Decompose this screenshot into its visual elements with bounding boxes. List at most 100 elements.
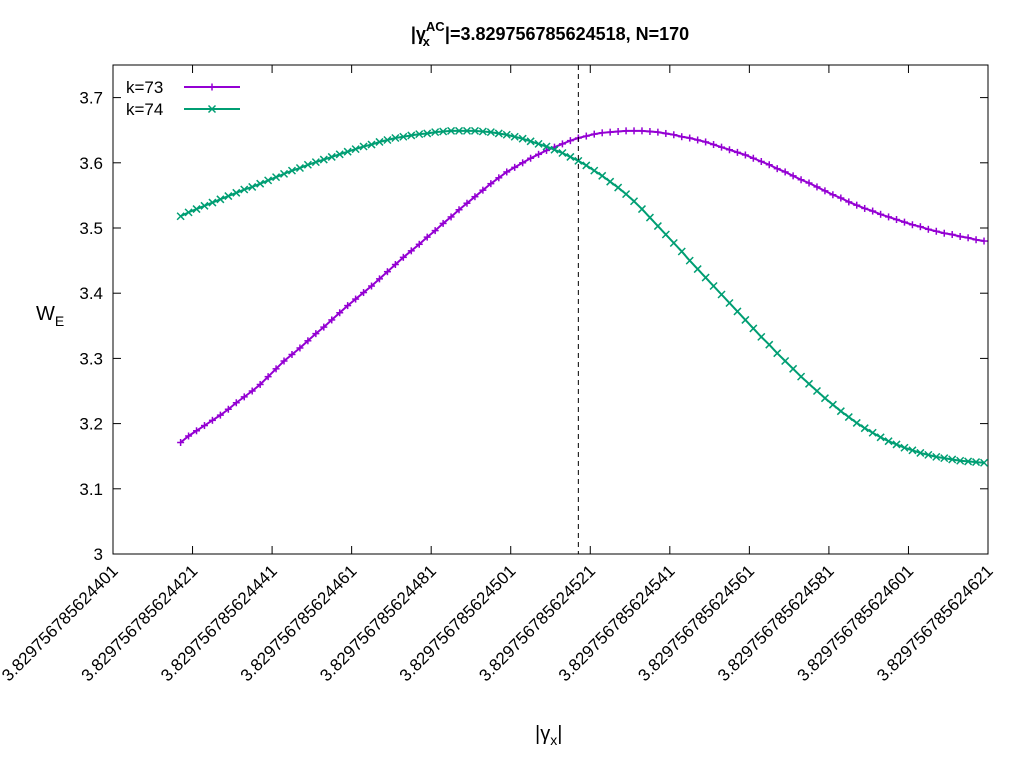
data-point (478, 127, 487, 136)
data-point (526, 137, 535, 146)
data-point (391, 133, 400, 143)
data-point (701, 273, 710, 282)
data-point (709, 281, 718, 291)
data-point (670, 131, 678, 139)
data-point (296, 344, 304, 352)
data-point (543, 146, 551, 154)
data-point (486, 128, 495, 137)
data-point (885, 213, 893, 221)
title-symbol: γ (416, 24, 426, 44)
data-point (956, 232, 964, 240)
legend-marker-glyph (207, 104, 217, 114)
data-point (375, 275, 383, 283)
data-point (415, 240, 423, 248)
data-point (964, 234, 972, 242)
data-point (710, 141, 718, 149)
data-point (853, 201, 861, 209)
data-point (653, 222, 662, 231)
data-point (479, 186, 487, 194)
y-axis-label-main: W (36, 303, 55, 325)
data-point (423, 129, 432, 138)
data-point (686, 134, 694, 142)
data-point (861, 204, 869, 212)
data-point (320, 323, 328, 331)
data-point (208, 198, 217, 207)
data-point (669, 238, 678, 248)
data-point (629, 197, 639, 206)
data-point (328, 316, 336, 324)
data-point (821, 187, 829, 195)
data-point (606, 177, 615, 186)
data-point (725, 298, 734, 308)
data-point (781, 356, 790, 366)
data-point (614, 128, 622, 136)
data-point (773, 165, 781, 173)
data-point (566, 137, 574, 145)
data-point (360, 289, 368, 297)
series-k=74 (176, 126, 989, 467)
data-point (797, 372, 806, 381)
data-point (820, 394, 829, 403)
data-point (654, 128, 662, 136)
data-point (407, 247, 415, 255)
data-point (423, 233, 431, 241)
y-tick-label: 3.2 (79, 415, 103, 434)
data-point (940, 454, 949, 463)
data-point (924, 450, 933, 459)
data-point (550, 145, 559, 154)
data-point (566, 152, 575, 161)
data-point (789, 364, 798, 373)
data-point (972, 458, 981, 467)
data-point (677, 247, 686, 256)
data-point (375, 137, 384, 146)
data-point (836, 407, 845, 416)
data-point (678, 133, 686, 141)
data-point (725, 146, 733, 154)
data-point (343, 147, 352, 156)
data-point (964, 457, 973, 466)
title-rest: |=3.829756785624518, N=170 (445, 24, 689, 44)
data-point (860, 424, 869, 433)
data-point (367, 140, 376, 149)
data-point (447, 213, 455, 221)
y-axis-label: WE (36, 303, 64, 329)
data-point (932, 452, 941, 461)
data-point (462, 126, 472, 135)
data-point (454, 126, 464, 135)
data-point (319, 155, 328, 164)
data-point (812, 386, 822, 396)
y-tick-label: 3.4 (79, 284, 103, 303)
y-axis: 3 3.1 3.2 3.3 3.4 3.5 3.6 3.7 (79, 89, 988, 564)
data-point (637, 205, 647, 214)
data-point (192, 205, 201, 214)
y-tick-label: 3.7 (79, 89, 103, 108)
data-point (741, 151, 749, 159)
legend-label-k73: k=73 (126, 78, 163, 97)
data-point (685, 256, 694, 265)
data-point (264, 373, 272, 381)
data-point (645, 213, 654, 222)
data-point (614, 183, 623, 192)
data-point (295, 163, 304, 173)
data-point (352, 295, 360, 303)
data-point (948, 455, 957, 464)
legend-label-k74: k=74 (126, 100, 163, 119)
data-point (383, 135, 392, 145)
data-point (279, 169, 289, 178)
plot-frame (112, 64, 989, 555)
data-point (224, 192, 233, 201)
data-point (924, 225, 932, 233)
x-axis-label: |γx| (535, 723, 562, 748)
data-point (542, 142, 551, 151)
data-point (582, 132, 590, 140)
data-point (535, 150, 543, 158)
data-point (773, 349, 782, 358)
data-point (280, 357, 288, 365)
data-point (272, 173, 281, 182)
data-point (216, 195, 225, 204)
data-point (471, 193, 479, 201)
data-point (399, 253, 407, 261)
data-point (494, 129, 503, 138)
data-point (852, 418, 861, 427)
